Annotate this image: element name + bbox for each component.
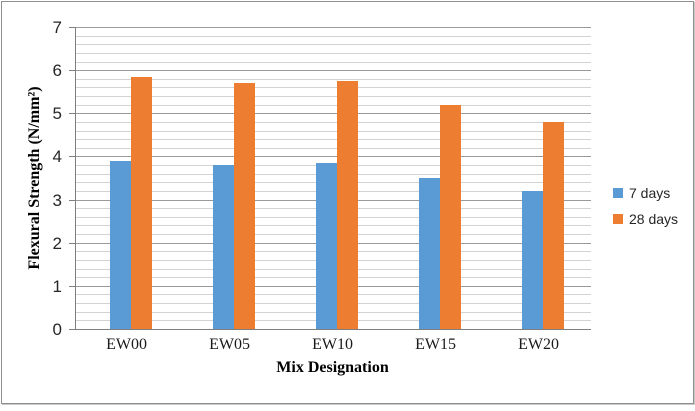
legend-item-7-days: 7 days [613,185,678,201]
y-tick-label: 2 [52,234,62,253]
plot-area [75,27,591,330]
y-tick-mark [69,156,75,157]
gridline-major [76,113,591,114]
legend: 7 days 28 days [613,185,678,237]
gridline-minor [76,53,591,54]
bar-28-days-ew10 [337,81,358,329]
y-tick-label: 0 [52,320,62,339]
y-tick-mark [69,200,75,201]
bar-28-days-ew05 [234,83,255,329]
bar-28-days-ew15 [440,105,461,329]
gridline-minor [76,122,591,123]
y-tick-label: 5 [52,104,62,123]
bar-7-days-ew05 [213,165,234,329]
y-tick-mark [69,113,75,114]
x-category-label-ew10: EW10 [312,336,353,353]
legend-label: 28 days [629,211,679,227]
gridline-minor [76,79,591,80]
gridline-major [76,156,591,157]
x-category-label-ew05: EW05 [209,336,250,353]
x-category-label-ew00: EW00 [106,336,147,353]
bar-7-days-ew20 [522,191,543,329]
y-tick-mark [69,329,75,330]
y-tick-mark [69,27,75,28]
y-tick-label: 7 [52,18,62,37]
y-tick-label: 4 [52,147,62,166]
gridline-minor [76,131,591,132]
y-tick-mark [69,70,75,71]
gridline-minor [76,62,591,63]
x-category-label-ew15: EW15 [415,336,456,353]
bar-7-days-ew15 [419,178,440,329]
gridline-major [76,27,591,28]
bar-28-days-ew00 [131,77,152,329]
gridline-minor [76,96,591,97]
bar-7-days-ew10 [316,163,337,329]
y-tick-mark [69,286,75,287]
gridline-minor [76,139,591,140]
gridline-minor [76,36,591,37]
gridline-minor [76,44,591,45]
legend-item-28-days: 28 days [613,211,678,227]
gridline-major [76,70,591,71]
y-tick-label: 3 [52,191,62,210]
gridline-minor [76,148,591,149]
y-tick-label: 1 [52,277,62,296]
legend-swatch-icon [613,188,623,198]
bar-7-days-ew00 [110,161,131,329]
legend-swatch-icon [613,214,623,224]
gridline-minor [76,87,591,88]
x-axis-title: Mix Designation [276,359,389,376]
legend-label: 7 days [629,185,671,201]
y-tick-label: 6 [52,61,62,80]
bar-28-days-ew20 [543,122,564,329]
gridline-minor [76,105,591,106]
x-category-label-ew20: EW20 [518,336,559,353]
y-tick-mark [69,243,75,244]
